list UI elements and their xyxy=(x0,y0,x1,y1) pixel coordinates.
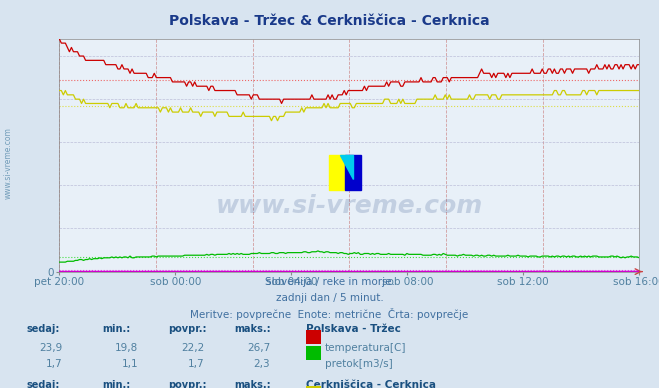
Text: temperatura[C]: temperatura[C] xyxy=(325,343,407,353)
Text: povpr.:: povpr.: xyxy=(168,324,206,334)
Text: zadnji dan / 5 minut.: zadnji dan / 5 minut. xyxy=(275,293,384,303)
Polygon shape xyxy=(340,155,353,179)
Text: www.si-vreme.com: www.si-vreme.com xyxy=(3,127,13,199)
Text: 1,7: 1,7 xyxy=(46,359,63,369)
Text: maks.:: maks.: xyxy=(234,380,271,388)
Polygon shape xyxy=(329,155,345,190)
Text: 1,7: 1,7 xyxy=(188,359,204,369)
Text: povpr.:: povpr.: xyxy=(168,380,206,388)
Text: 23,9: 23,9 xyxy=(40,343,63,353)
Text: sedaj:: sedaj: xyxy=(26,324,60,334)
Text: min.:: min.: xyxy=(102,324,130,334)
Text: 22,2: 22,2 xyxy=(181,343,204,353)
Text: pretok[m3/s]: pretok[m3/s] xyxy=(325,359,393,369)
Text: Polskava - Tržec: Polskava - Tržec xyxy=(306,324,401,334)
Text: 1,1: 1,1 xyxy=(122,359,138,369)
Text: Polskava - Tržec & Cerkniščica - Cerknica: Polskava - Tržec & Cerkniščica - Cerknic… xyxy=(169,14,490,28)
Text: 26,7: 26,7 xyxy=(247,343,270,353)
Text: Cerkniščica - Cerknica: Cerkniščica - Cerknica xyxy=(306,380,436,388)
Text: sedaj:: sedaj: xyxy=(26,380,60,388)
Text: www.si-vreme.com: www.si-vreme.com xyxy=(215,194,483,218)
Text: 19,8: 19,8 xyxy=(115,343,138,353)
Text: maks.:: maks.: xyxy=(234,324,271,334)
Text: Meritve: povprečne  Enote: metrične  Črta: povprečje: Meritve: povprečne Enote: metrične Črta:… xyxy=(190,308,469,320)
Polygon shape xyxy=(345,155,361,190)
Text: min.:: min.: xyxy=(102,380,130,388)
Text: Slovenija / reke in morje.: Slovenija / reke in morje. xyxy=(264,277,395,288)
Text: 2,3: 2,3 xyxy=(254,359,270,369)
